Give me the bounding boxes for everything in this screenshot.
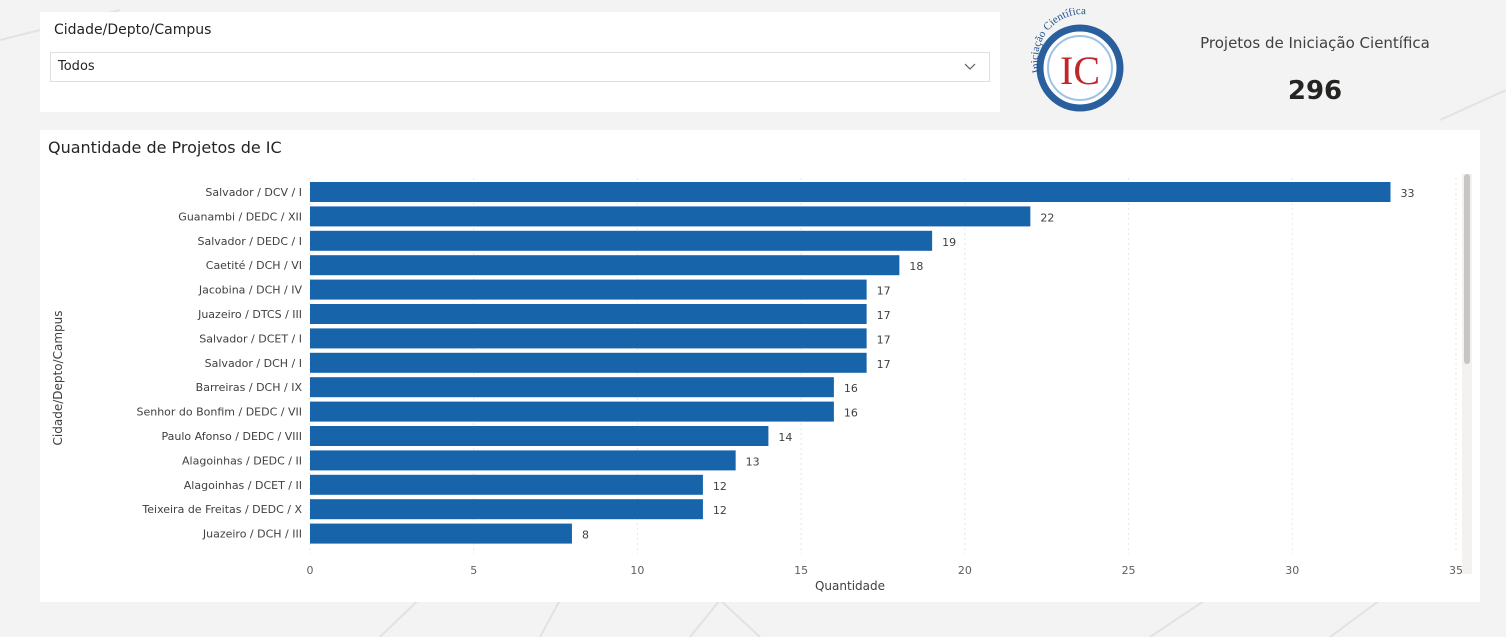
y-category-label: Juazeiro / DCH / III [202, 528, 302, 541]
y-category-label: Salvador / DCV / I [205, 186, 302, 199]
bar-data-label: 14 [778, 431, 792, 444]
logo-initials: IC [1060, 48, 1100, 93]
y-category-label: Juazeiro / DTCS / III [197, 308, 302, 321]
x-axis-title: Quantidade [815, 579, 885, 593]
slicer-card: Cidade/Depto/Campus Todos [40, 12, 1000, 112]
bar[interactable] [310, 304, 867, 324]
y-category-label: Alagoinhas / DCET / II [184, 479, 302, 492]
bar[interactable] [310, 426, 769, 446]
bar-chart: Salvador / DCV / I Guanambi / DEDC / XII S… [51, 178, 1464, 593]
bar-data-label: 22 [1040, 211, 1054, 224]
chart-bars [310, 182, 1391, 544]
y-category-label: Jacobina / DCH / IV [198, 284, 303, 297]
bar-data-label: 8 [582, 529, 589, 542]
bar[interactable] [310, 499, 703, 520]
chart-category-labels: Salvador / DCV / I Guanambi / DEDC / XII S… [136, 186, 302, 541]
bar-data-label: 33 [1401, 187, 1415, 200]
bar-data-label: 16 [844, 382, 858, 395]
x-tick-label: 10 [630, 564, 644, 577]
y-category-label: Alagoinhas / DEDC / II [182, 454, 302, 467]
bar-data-label: 12 [713, 504, 727, 517]
chart-x-ticks: 0 5 10 15 20 25 30 35 [307, 564, 1464, 577]
bar-data-label: 13 [746, 455, 760, 468]
kpi-card: Projetos de Iniciação Científica 296 [1170, 12, 1460, 112]
bar[interactable] [310, 255, 900, 276]
bar-data-label: 17 [877, 285, 891, 298]
bar-data-label: 12 [713, 480, 727, 493]
slicer-dropdown[interactable]: Todos [50, 52, 990, 82]
y-category-label: Guanambi / DEDC / XII [178, 210, 302, 223]
bar[interactable] [310, 230, 933, 251]
bar[interactable] [310, 450, 736, 471]
y-category-label: Salvador / DEDC / I [198, 235, 302, 248]
iniciacao-cientifica-logo: IC Iniciação Científica [1029, 8, 1124, 112]
y-category-label: Senhor do Bonfim / DEDC / VII [136, 406, 302, 419]
chart-scrollbar-thumb[interactable] [1464, 174, 1470, 364]
y-axis-title: Cidade/Depto/Campus [51, 311, 65, 446]
bar-data-label: 17 [877, 358, 891, 371]
bar[interactable] [310, 401, 834, 422]
bar[interactable] [310, 523, 572, 544]
bar[interactable] [310, 377, 834, 398]
chevron-down-icon [964, 63, 976, 70]
bar[interactable] [310, 352, 867, 373]
x-tick-label: 5 [470, 564, 477, 577]
y-category-label: Salvador / DCET / I [199, 332, 302, 345]
kpi-label: Projetos de Iniciação Científica [1200, 34, 1430, 52]
bar-data-label: 17 [877, 309, 891, 322]
y-category-label: Barreiras / DCH / IX [196, 381, 303, 394]
slicer-selected-value: Todos [58, 59, 95, 74]
bar[interactable] [310, 328, 867, 349]
bar-data-label: 19 [942, 236, 956, 249]
kpi-value: 296 [1287, 76, 1343, 106]
chart-scrollbar-track[interactable] [1462, 174, 1472, 574]
chart-data-labels: 33 22 19 18 17 17 17 17 16 16 14 13 12 12 8 [582, 187, 1415, 542]
x-tick-label: 30 [1285, 564, 1299, 577]
bar-data-label: 16 [844, 407, 858, 420]
bar[interactable] [310, 206, 1031, 227]
x-tick-label: 15 [794, 564, 808, 577]
x-tick-label: 0 [307, 564, 314, 577]
bar[interactable] [310, 182, 1391, 202]
x-tick-label: 20 [958, 564, 972, 577]
bar[interactable] [310, 474, 703, 495]
y-category-label: Salvador / DCH / I [205, 357, 302, 370]
bar-data-label: 18 [909, 260, 923, 273]
bar-chart-card: Salvador / DCV / I Guanambi / DEDC / XII S… [40, 130, 1480, 602]
slicer-title: Cidade/Depto/Campus [54, 22, 212, 38]
y-category-label: Caetité / DCH / VI [206, 259, 302, 272]
chart-title: Quantidade de Projetos de IC [48, 138, 282, 157]
y-category-label: Teixeira de Freitas / DEDC / X [141, 503, 302, 516]
x-tick-label: 35 [1449, 564, 1463, 577]
x-tick-label: 25 [1122, 564, 1136, 577]
y-category-label: Paulo Afonso / DEDC / VIII [161, 430, 302, 443]
bar-data-label: 17 [877, 333, 891, 346]
bar[interactable] [310, 279, 867, 300]
